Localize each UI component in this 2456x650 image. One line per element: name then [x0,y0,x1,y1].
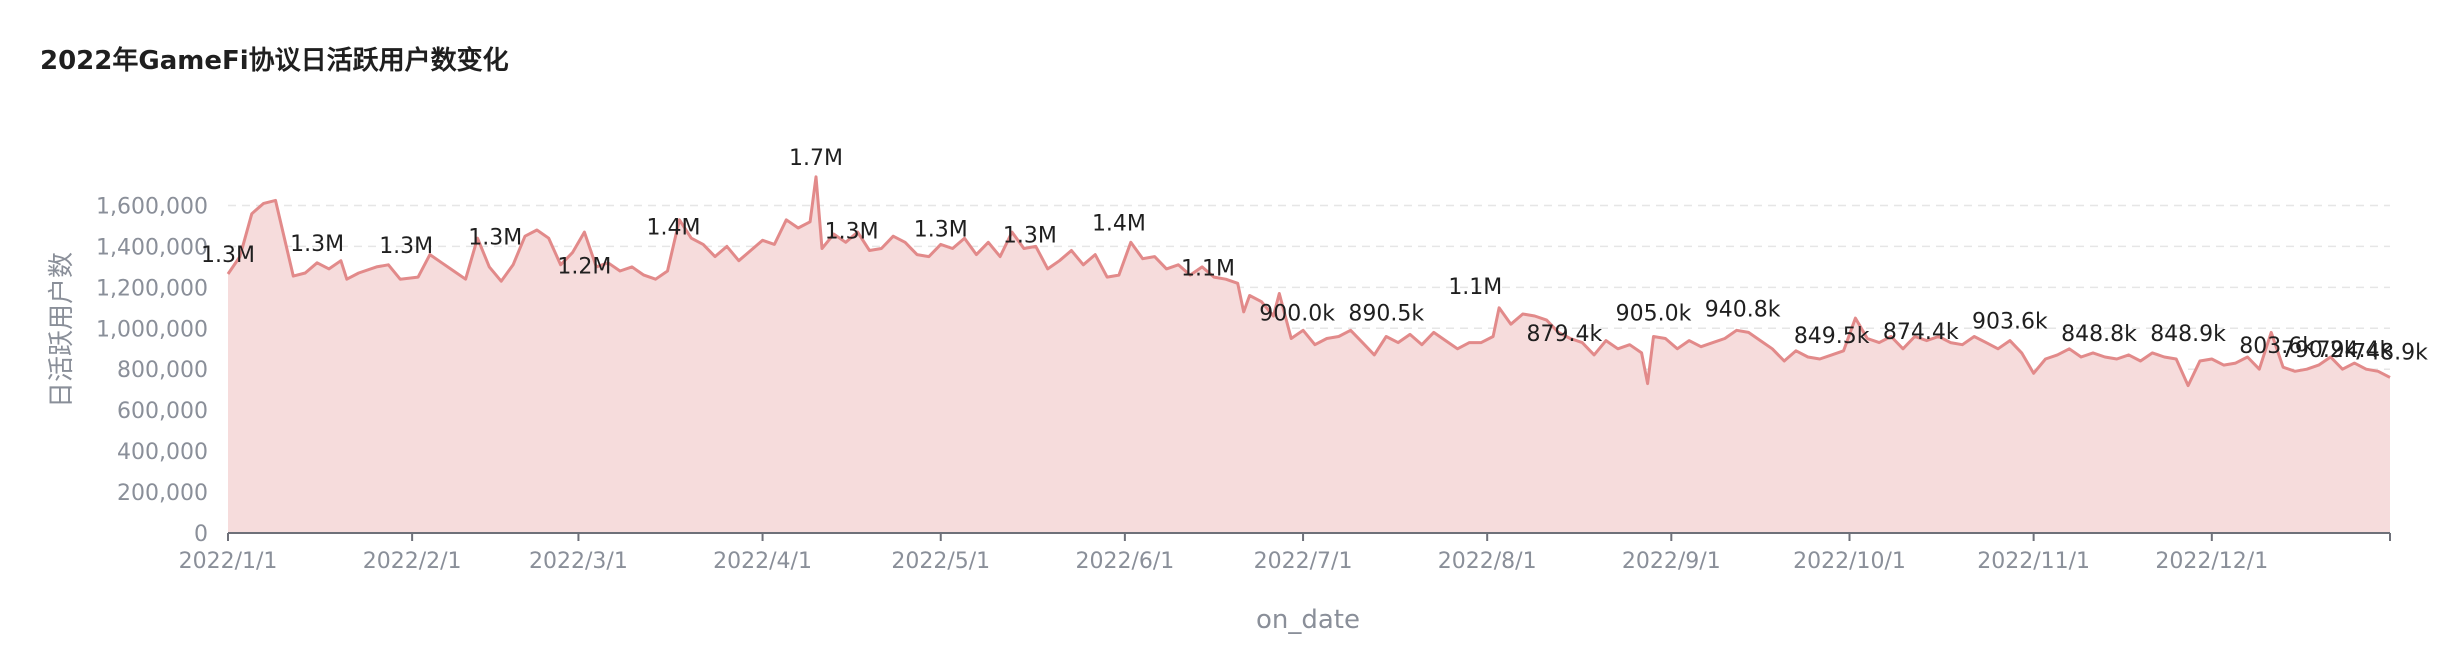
data-label: 903.6k [1972,310,2048,335]
data-label: 748.9k [2352,340,2428,365]
x-tick-label: 2022/5/1 [891,549,990,574]
data-label: 890.5k [1348,301,1424,326]
x-tick-label: 2022/8/1 [1438,549,1537,574]
x-tick-label: 2022/9/1 [1622,549,1721,574]
y-tick-label: 1,600,000 [96,194,208,219]
data-label: 849.5k [1794,324,1870,349]
x-tick-label: 2022/4/1 [713,549,812,574]
y-axis-label: 日活跃用户数 [47,252,77,408]
data-label: 940.8k [1705,297,1781,322]
axes: 0 200,000 400,000 600,000 800,000 1,000,000 1,… [96,194,2391,574]
data-label: 803.6k [2239,334,2315,359]
y-tick-label: 0 [194,522,208,547]
data-label: 1.3M [914,217,968,242]
y-tick-label: 200,000 [117,481,208,506]
y-tick-label: 1,400,000 [96,235,208,260]
x-tick-label: 2022/3/1 [529,549,628,574]
y-tick-label: 1,200,000 [96,276,208,301]
data-label: 1.3M [290,232,344,257]
data-label: 1.4M [646,215,700,240]
data-label: 1.3M [825,220,879,245]
data-label: 848.8k [2061,322,2137,347]
x-tick-label: 2022/10/1 [1793,549,1906,574]
data-label: 1.1M [1181,256,1235,281]
y-tick-label: 800,000 [117,358,208,383]
data-label: 900.0k [1259,301,1335,326]
chart-title: 2022年GameFi协议日活跃用户数变化 [40,46,509,76]
data-label: 1.3M [1003,224,1057,249]
data-label: 1.7M [789,146,843,171]
area-series [226,175,2391,534]
data-label: 1.3M [379,234,433,259]
x-axis-label: on_date [1256,605,1360,635]
data-label: 1.1M [1448,275,1502,300]
data-label: 1.2M [557,254,611,279]
x-tick-label: 2022/11/1 [1977,549,2090,574]
area-fill [228,176,2390,534]
data-label: 848.9k [2150,322,2226,347]
data-labels: 1.3M 1.3M 1.3M 1.3M 1.2M 1.4M 1.7M 1.3M 1.3M 1.3M… [201,146,2428,365]
x-tick-label: 2022/1/1 [179,549,278,574]
data-label: 1.4M [1092,211,1146,236]
data-label: 1.3M [468,226,522,251]
data-label: 905.0k [1616,301,1692,326]
data-label: 1.3M [201,243,255,268]
x-tick-label: 2022/7/1 [1254,549,1353,574]
data-label: 874.4k [1883,320,1959,345]
data-label: 790.2k [2281,338,2357,363]
x-tick-label: 2022/2/1 [363,549,462,574]
x-tick-label: 2022/6/1 [1075,549,1174,574]
series-line [226,175,2391,388]
data-label: 794.4k [2316,338,2392,363]
y-tick-label: 400,000 [117,440,208,465]
y-tick-label: 600,000 [117,399,208,424]
y-tick-label: 1,000,000 [96,317,208,342]
x-tick-label: 2022/12/1 [2155,549,2268,574]
data-label: 879.4k [1527,322,1603,347]
